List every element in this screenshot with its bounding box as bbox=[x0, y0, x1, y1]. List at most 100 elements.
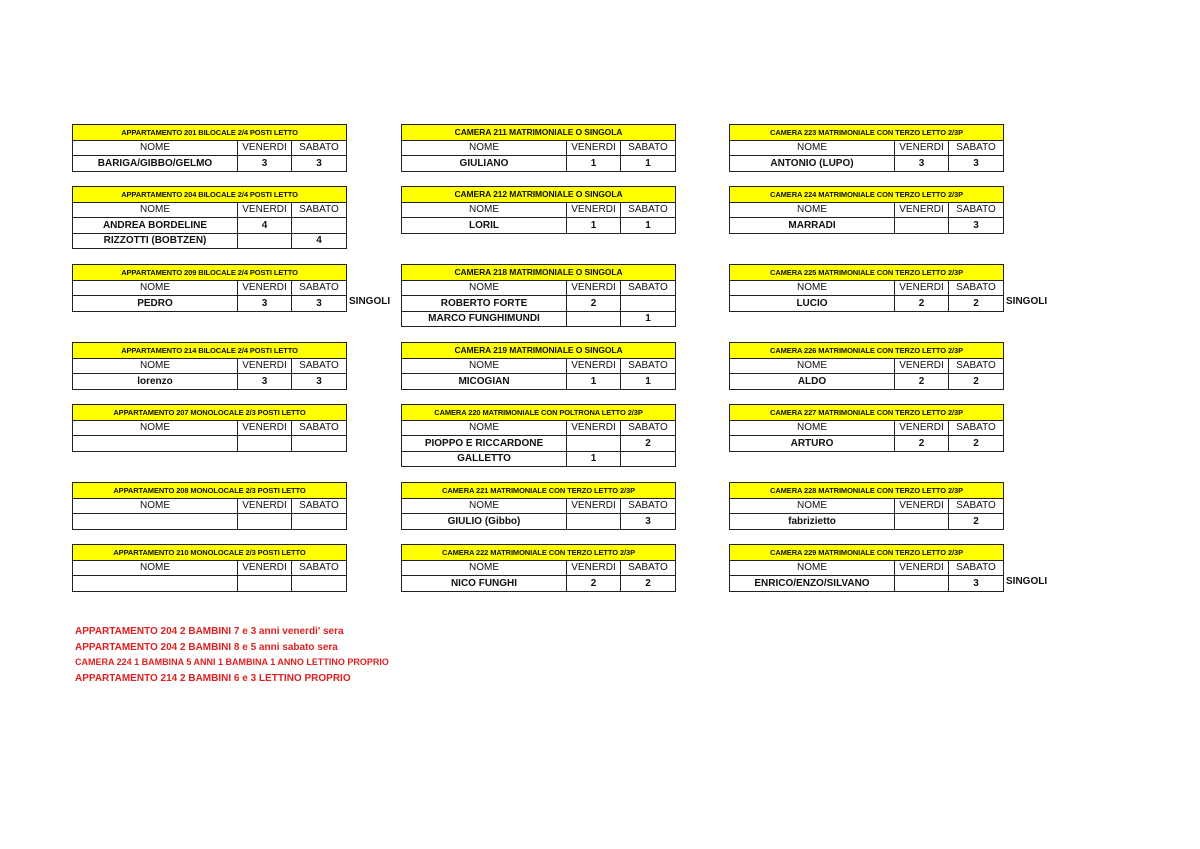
room-title-row: CAMERA 227 MATRIMONIALE CON TERZO LETTO … bbox=[728, 404, 1005, 421]
room-title: CAMERA 228 MATRIMONIALE CON TERZO LETTO … bbox=[728, 482, 1005, 499]
guest-name bbox=[72, 435, 238, 452]
guest-name: MARCO FUNGHIMUNDI bbox=[401, 310, 567, 327]
header-saturday: SABATO bbox=[947, 201, 1005, 218]
room-title-row: APPARTAMENTO 209 BILOCALE 2/4 POSTI LETT… bbox=[71, 264, 348, 281]
room-table: CAMERA 220 MATRIMONIALE CON POLTRONA LET… bbox=[400, 404, 677, 467]
saturday-count: 2 bbox=[947, 373, 1005, 390]
saturday-count bbox=[620, 295, 676, 312]
table-row: lorenzo 3 3 bbox=[72, 373, 348, 390]
singoli-label: SINGOLI bbox=[349, 296, 391, 307]
friday-count: 4 bbox=[237, 217, 292, 234]
friday-count: 1 bbox=[566, 217, 621, 234]
guest-name: lorenzo bbox=[72, 373, 238, 390]
header-saturday: SABATO bbox=[291, 559, 347, 576]
friday-count bbox=[237, 232, 292, 249]
column-header-row: NOME VENERDI SABATO bbox=[401, 139, 676, 156]
guest-name: ALDO bbox=[729, 373, 895, 390]
room-title: CAMERA 222 MATRIMONIALE CON TERZO LETTO … bbox=[400, 544, 677, 561]
header-friday: VENERDI bbox=[566, 201, 621, 218]
room-title: APPARTAMENTO 208 MONOLOCALE 2/3 POSTI LE… bbox=[72, 482, 347, 499]
room-title-row: CAMERA 219 MATRIMONIALE O SINGOLA bbox=[401, 342, 676, 359]
room-title-row: CAMERA 211 MATRIMONIALE O SINGOLA bbox=[401, 124, 676, 141]
header-name: NOME bbox=[401, 201, 567, 218]
column-header-row: NOME VENERDI SABATO bbox=[401, 357, 676, 374]
saturday-count: 2 bbox=[947, 435, 1005, 452]
header-saturday: SABATO bbox=[290, 139, 348, 156]
room-table: APPARTAMENTO 204 BILOCALE 2/4 POSTI LETT… bbox=[71, 186, 348, 249]
header-saturday: SABATO bbox=[947, 279, 1005, 296]
header-saturday: SABATO bbox=[619, 497, 677, 514]
table-row: ALDO 2 2 bbox=[729, 373, 1005, 390]
header-name: NOME bbox=[729, 279, 895, 296]
guest-name: ROBERTO FORTE bbox=[401, 295, 567, 312]
header-friday: VENERDI bbox=[566, 559, 621, 576]
header-name: NOME bbox=[401, 559, 567, 576]
header-friday: VENERDI bbox=[894, 419, 949, 436]
column-header-row: NOME VENERDI SABATO bbox=[729, 357, 1005, 374]
table-row: PEDRO 3 3 bbox=[72, 295, 348, 312]
header-friday: VENERDI bbox=[566, 497, 621, 514]
header-name: NOME bbox=[401, 279, 567, 296]
room-title-row: APPARTAMENTO 207 MONOLOCALE 2/3 POSTI LE… bbox=[72, 404, 347, 421]
room-title: CAMERA 224 MATRIMONIALE CON TERZO LETTO … bbox=[728, 186, 1005, 203]
saturday-count bbox=[290, 217, 348, 234]
saturday-count bbox=[619, 450, 677, 467]
table-row: BARIGA/GIBBO/GELMO 3 3 bbox=[72, 155, 348, 172]
note: APPARTAMENTO 204 2 BAMBINI 8 e 5 anni sa… bbox=[75, 641, 338, 653]
column-header-row: NOME VENERDI SABATO bbox=[401, 419, 677, 436]
header-saturday: SABATO bbox=[291, 497, 347, 514]
header-friday: VENERDI bbox=[894, 279, 949, 296]
column-header-row: NOME VENERDI SABATO bbox=[72, 357, 348, 374]
room-table: CAMERA 224 MATRIMONIALE CON TERZO LETTO … bbox=[728, 186, 1005, 234]
guest-name bbox=[72, 513, 238, 530]
table-row bbox=[72, 513, 347, 530]
header-name: NOME bbox=[72, 357, 238, 374]
room-title-row: CAMERA 223 MATRIMONIALE CON TERZO LETTO … bbox=[728, 124, 1005, 141]
header-name: NOME bbox=[401, 497, 567, 514]
column-header-row: NOME VENERDI SABATO bbox=[729, 419, 1005, 436]
room-table: APPARTAMENTO 207 MONOLOCALE 2/3 POSTI LE… bbox=[72, 404, 347, 452]
room-table: CAMERA 219 MATRIMONIALE O SINGOLA NOME VEN… bbox=[401, 342, 676, 390]
room-title-row: CAMERA 220 MATRIMONIALE CON POLTRONA LET… bbox=[400, 404, 677, 421]
room-table: CAMERA 222 MATRIMONIALE CON TERZO LETTO … bbox=[400, 544, 677, 592]
room-table: APPARTAMENTO 201 BILOCALE 2/4 POSTI LETT… bbox=[71, 124, 348, 172]
header-name: NOME bbox=[401, 357, 567, 374]
saturday-count: 2 bbox=[947, 295, 1005, 312]
room-title-row: APPARTAMENTO 204 BILOCALE 2/4 POSTI LETT… bbox=[71, 186, 348, 203]
table-row: ENRICO/ENZO/SILVANO 3 bbox=[729, 575, 1005, 592]
header-friday: VENERDI bbox=[566, 419, 621, 436]
header-friday: VENERDI bbox=[894, 357, 949, 374]
saturday-count: 1 bbox=[620, 310, 676, 327]
table-row: ANDREA BORDELINE 4 bbox=[72, 217, 348, 234]
saturday-count bbox=[291, 575, 347, 592]
guest-name: ARTURO bbox=[729, 435, 895, 452]
column-header-row: NOME VENERDI SABATO bbox=[729, 201, 1005, 218]
friday-count: 3 bbox=[237, 295, 292, 312]
room-title: APPARTAMENTO 214 BILOCALE 2/4 POSTI LETT… bbox=[71, 342, 348, 359]
header-friday: VENERDI bbox=[237, 201, 292, 218]
room-title: APPARTAMENTO 210 MONOLOCALE 2/3 POSTI LE… bbox=[72, 544, 347, 561]
friday-count bbox=[237, 513, 292, 530]
header-saturday: SABATO bbox=[947, 357, 1005, 374]
header-saturday: SABATO bbox=[619, 559, 677, 576]
friday-count: 2 bbox=[894, 435, 949, 452]
column-header-row: NOME VENERDI SABATO bbox=[72, 201, 348, 218]
column-header-row: NOME VENERDI SABATO bbox=[72, 419, 347, 436]
room-table: CAMERA 227 MATRIMONIALE CON TERZO LETTO … bbox=[728, 404, 1005, 452]
room-title: APPARTAMENTO 204 BILOCALE 2/4 POSTI LETT… bbox=[71, 186, 348, 203]
header-name: NOME bbox=[72, 201, 238, 218]
table-row: NICO FUNGHI 2 2 bbox=[401, 575, 677, 592]
header-saturday: SABATO bbox=[291, 419, 347, 436]
guest-name: NICO FUNGHI bbox=[401, 575, 567, 592]
room-title-row: CAMERA 228 MATRIMONIALE CON TERZO LETTO … bbox=[728, 482, 1005, 499]
room-title: CAMERA 212 MATRIMONIALE O SINGOLA bbox=[401, 186, 676, 203]
guest-name: GALLETTO bbox=[401, 450, 567, 467]
table-row bbox=[72, 575, 347, 592]
saturday-count: 2 bbox=[947, 513, 1005, 530]
table-row: ARTURO 2 2 bbox=[729, 435, 1005, 452]
note: APPARTAMENTO 214 2 BAMBINI 6 e 3 LETTINO… bbox=[75, 672, 351, 684]
notes: APPARTAMENTO 204 2 BAMBINI 7 e 3 anni ve… bbox=[75, 624, 389, 686]
table-row: LORIL 1 1 bbox=[401, 217, 676, 234]
friday-count bbox=[237, 575, 292, 592]
room-title: APPARTAMENTO 209 BILOCALE 2/4 POSTI LETT… bbox=[71, 264, 348, 281]
